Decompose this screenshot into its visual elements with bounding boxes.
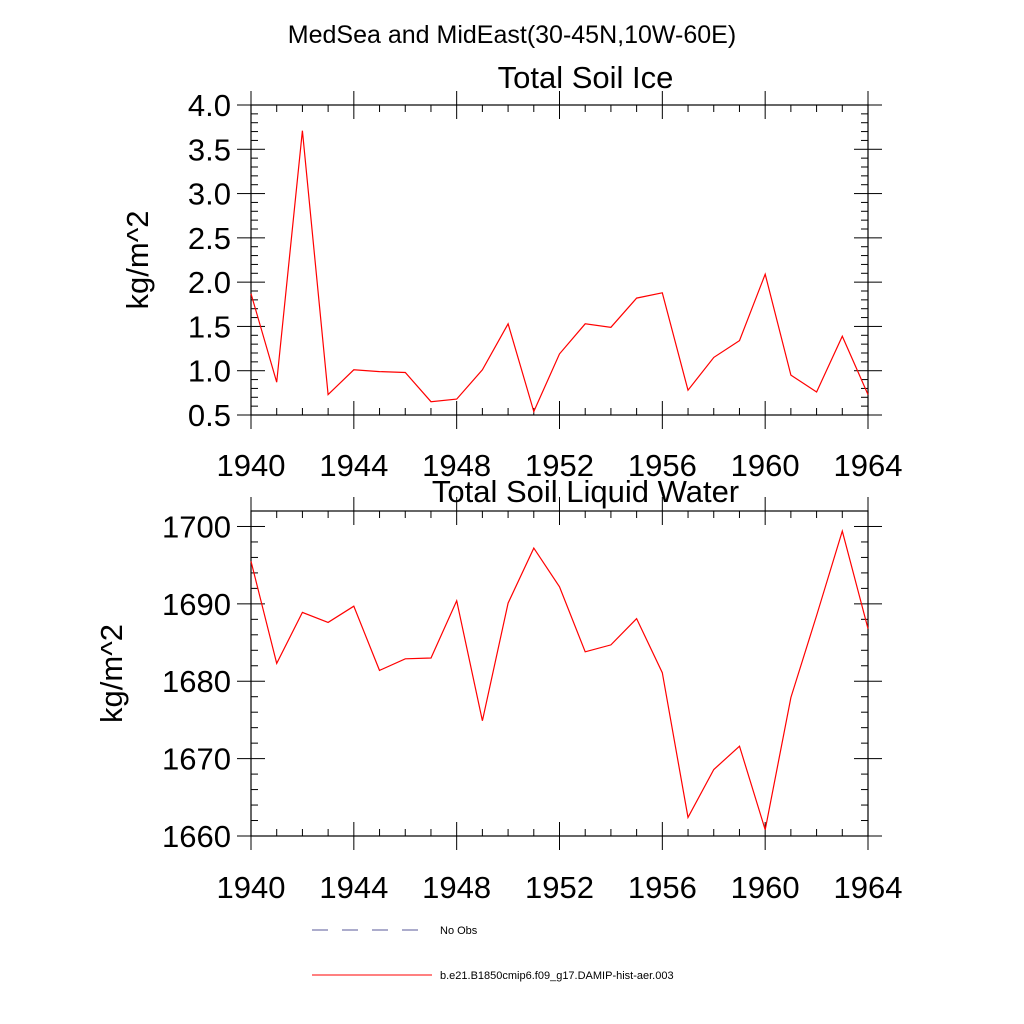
plot-frame xyxy=(250,104,869,416)
series-line xyxy=(250,130,869,414)
y-axis-label: kg/m^2 xyxy=(94,624,129,723)
x-tick-label: 1960 xyxy=(731,448,800,483)
y-tick-label: 1700 xyxy=(162,509,231,544)
y-tick-label: 2.0 xyxy=(188,265,231,300)
legend-label-no-obs: No Obs xyxy=(440,925,478,937)
panel-total-soil-ice: 1940 1944 1948 1952 1956 1960 1964 0.5 1.0 1.5 2.0… xyxy=(120,60,902,483)
y-tick-label: 3.5 xyxy=(188,132,231,167)
y-tick-label: 1690 xyxy=(162,587,231,622)
chart-title: Total Soil Liquid Water xyxy=(432,474,739,509)
x-tick-label: 1956 xyxy=(628,870,697,905)
y-axis-label: kg/m^2 xyxy=(120,211,155,310)
x-tick-label: 1948 xyxy=(422,448,491,483)
y-tick-label: 1.5 xyxy=(188,309,231,344)
x-tick-label: 1940 xyxy=(217,448,286,483)
series-line xyxy=(250,528,869,830)
x-tick-label: 1948 xyxy=(422,870,491,905)
y-tick-label: 1660 xyxy=(162,819,231,854)
y-tick-label: 4.0 xyxy=(188,88,231,123)
legend: No Obs b.e21.B1850cmip6.f09_g17.DAMIP-hi… xyxy=(312,925,674,982)
chart-title: Total Soil Ice xyxy=(498,60,674,95)
x-tick-label: 1952 xyxy=(525,448,594,483)
x-tick-label: 1956 xyxy=(628,448,697,483)
y-tick-label: 1.0 xyxy=(188,354,231,389)
legend-label-model-run: b.e21.B1850cmip6.f09_g17.DAMIP-hist-aer.… xyxy=(440,970,674,982)
x-tick-label: 1940 xyxy=(217,870,286,905)
x-tick-label: 1952 xyxy=(525,870,594,905)
x-tick-label: 1964 xyxy=(834,870,903,905)
panel-total-soil-liquid-water: 1940 1944 1948 1952 1956 1960 1964 1660 1670 1680… xyxy=(94,474,902,905)
page-title: MedSea and MidEast(30-45N,10W-60E) xyxy=(288,21,736,49)
x-tick-label: 1964 xyxy=(834,448,903,483)
plot-frame xyxy=(250,510,869,837)
y-tick-label: 1670 xyxy=(162,742,231,777)
x-tick-label: 1960 xyxy=(731,870,800,905)
x-tick-label: 1944 xyxy=(319,448,388,483)
y-tick-label: 0.5 xyxy=(188,398,231,433)
y-tick-label: 1680 xyxy=(162,664,231,699)
y-tick-label: 2.5 xyxy=(188,221,231,256)
y-tick-label: 3.0 xyxy=(188,177,231,212)
x-tick-label: 1944 xyxy=(319,870,388,905)
